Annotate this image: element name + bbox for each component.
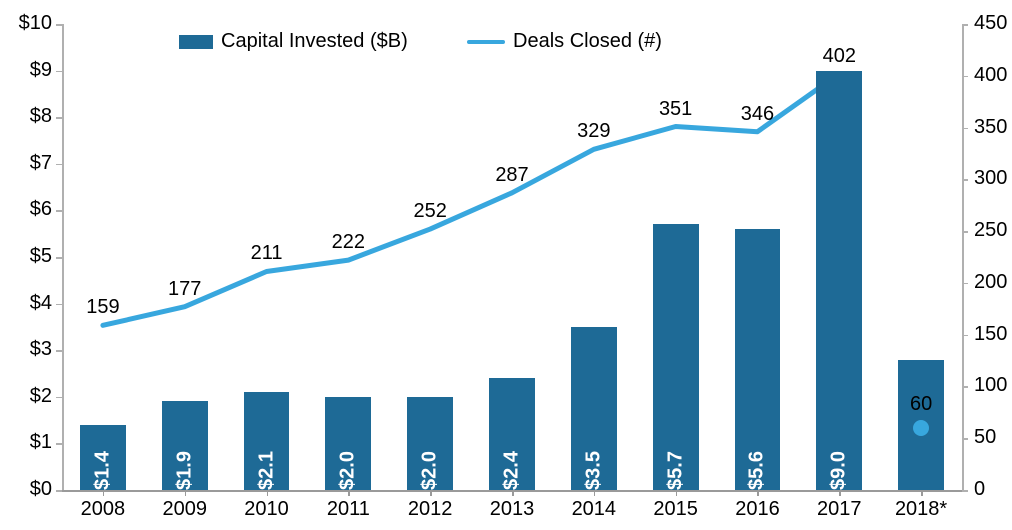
bar: $3.5 xyxy=(571,327,617,490)
y-right-tick: 100 xyxy=(974,374,1007,397)
line-point-isolated xyxy=(913,420,929,436)
y-left-tick: $2 xyxy=(30,385,52,408)
y-left-tick: $3 xyxy=(30,338,52,361)
x-tick: 2010 xyxy=(244,498,289,521)
y-right-tick: 200 xyxy=(974,271,1007,294)
x-tick: 2008 xyxy=(81,498,126,521)
y-right-tick: 300 xyxy=(974,167,1007,190)
bar-value-label: $5.7 xyxy=(664,451,687,490)
y-left-tick: $1 xyxy=(30,431,52,454)
y-left-tick: $5 xyxy=(30,245,52,268)
bar: $1.4 xyxy=(80,425,126,490)
bar: $2.0 xyxy=(407,397,453,490)
line-point-label: 346 xyxy=(741,103,774,126)
x-tick: 2011 xyxy=(327,498,370,521)
bar-value-label: $2.4 xyxy=(500,451,523,490)
line-point-label: 211 xyxy=(251,242,283,265)
y-right-tick: 400 xyxy=(974,64,1007,87)
x-tick: 2018* xyxy=(895,498,947,521)
bar: $5.7 xyxy=(653,224,699,490)
x-tick: 2012 xyxy=(408,498,453,521)
x-tick: 2014 xyxy=(572,498,617,521)
line-point-label: 222 xyxy=(332,231,365,254)
line-point-label: 177 xyxy=(168,278,201,301)
combo-chart: Capital Invested ($B) Deals Closed (#) $… xyxy=(0,0,1012,530)
bar-value-label: $2.0 xyxy=(337,451,360,490)
y-right-tick: 250 xyxy=(974,219,1007,242)
y-right-tick: 50 xyxy=(974,426,996,449)
y-left-tick: $6 xyxy=(30,198,52,221)
line-point-label: 60 xyxy=(910,393,932,416)
line-point-label: 329 xyxy=(577,120,610,143)
line-point-label: 287 xyxy=(495,164,528,187)
x-tick: 2013 xyxy=(490,498,535,521)
bar-value-label: $9.0 xyxy=(828,451,851,490)
x-tick: 2015 xyxy=(653,498,698,521)
bar-value-label: $3.5 xyxy=(582,451,605,490)
bar: $2.4 xyxy=(489,378,535,490)
bar-value-label: $1.4 xyxy=(91,451,114,490)
line-point-label: 402 xyxy=(823,45,856,68)
y-left-tick: $10 xyxy=(19,12,52,35)
bar: $2.1 xyxy=(244,392,290,490)
line-point-label: 159 xyxy=(86,296,119,319)
bar-value-label: $5.6 xyxy=(746,451,769,490)
y-right-tick: 150 xyxy=(974,323,1007,346)
line-point-label: 252 xyxy=(413,200,446,223)
bar: $9.0 xyxy=(816,71,862,490)
bar-value-label: $2.0 xyxy=(419,451,442,490)
line-point-label: 351 xyxy=(659,98,692,121)
bar-value-label: $1.9 xyxy=(173,451,196,490)
y-right-tick: 0 xyxy=(974,478,985,501)
bar: $1.9 xyxy=(162,401,208,490)
bar: $2.0 xyxy=(325,397,371,490)
x-tick: 2009 xyxy=(162,498,207,521)
bar: $5.6 xyxy=(735,229,781,490)
y-left-tick: $7 xyxy=(30,152,52,175)
y-left-tick: $8 xyxy=(30,105,52,128)
y-right-tick: 450 xyxy=(974,12,1007,35)
y-right-tick: 350 xyxy=(974,116,1007,139)
y-left-tick: $9 xyxy=(30,59,52,82)
x-tick: 2016 xyxy=(735,498,780,521)
y-left-tick: $4 xyxy=(30,292,52,315)
bar-value-label: $2.1 xyxy=(255,451,278,490)
y-left-tick: $0 xyxy=(30,478,52,501)
x-tick: 2017 xyxy=(817,498,862,521)
